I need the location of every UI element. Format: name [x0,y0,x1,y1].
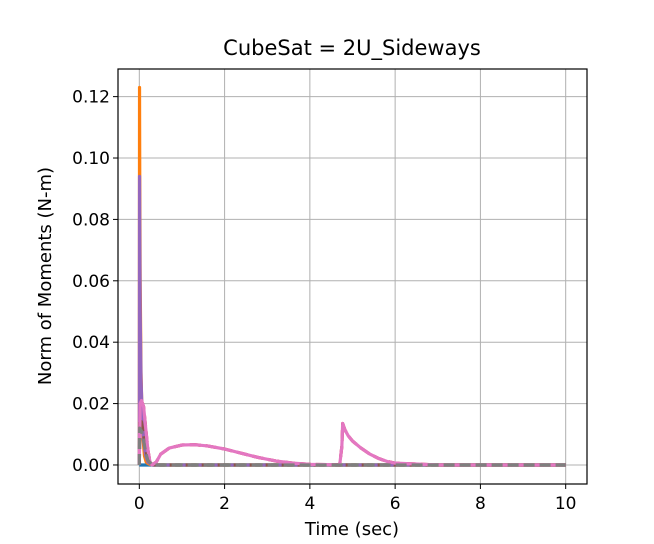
y-axis-label: Norm of Moments (N-m) [35,167,56,385]
grid [118,69,587,484]
series-line-8 [137,426,566,467]
series-layer [137,85,566,467]
y-axis: 0.00 0.02 0.04 0.06 0.08 0.10 0.12 [72,88,118,476]
y-tick-label: 0.08 [72,210,110,230]
x-tick-label: 2 [219,494,230,514]
y-tick-label: 0.00 [72,456,110,476]
x-tick-label: 0 [134,494,145,514]
x-tick-label: 8 [475,494,486,514]
x-tick-label: 6 [390,494,401,514]
x-tick-label: 10 [555,494,577,514]
y-tick-label: 0.12 [72,88,110,108]
x-axis: 0 2 4 6 8 10 [134,484,577,514]
y-tick-label: 0.04 [72,333,110,353]
y-tick-label: 0.10 [72,149,110,169]
y-tick-label: 0.06 [72,272,110,292]
series-line-7 [137,398,566,467]
plot-frame [117,68,588,485]
x-tick-label: 4 [304,494,315,514]
chart-title: CubeSat = 2U_Sideways [223,36,481,61]
x-axis-label: Time (sec) [304,519,399,540]
y-tick-label: 0.02 [72,395,110,415]
plot-background [118,69,587,484]
